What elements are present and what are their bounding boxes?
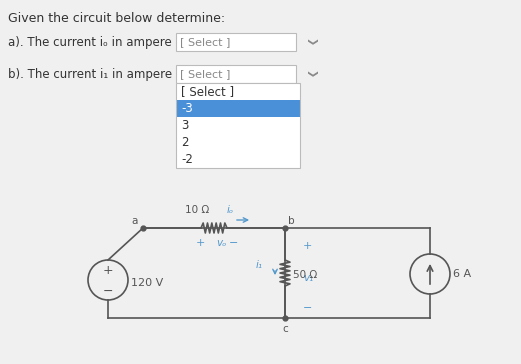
Text: −: − [229, 238, 239, 248]
FancyBboxPatch shape [176, 117, 300, 134]
FancyBboxPatch shape [176, 100, 300, 117]
Text: iₒ: iₒ [227, 205, 234, 215]
Text: 3: 3 [181, 119, 189, 132]
FancyBboxPatch shape [176, 83, 300, 100]
Text: ❯: ❯ [306, 38, 316, 46]
Text: 10 Ω: 10 Ω [185, 205, 209, 215]
Text: +: + [195, 238, 205, 248]
Text: [ Select ]: [ Select ] [180, 37, 230, 47]
Text: c: c [282, 324, 288, 334]
Text: 50 Ω: 50 Ω [293, 270, 317, 280]
Text: -2: -2 [181, 153, 193, 166]
Text: ❯: ❯ [306, 70, 316, 78]
Text: Given the circuit below determine:: Given the circuit below determine: [8, 12, 225, 25]
Text: −: − [103, 285, 113, 297]
Text: 120 V: 120 V [131, 278, 163, 288]
Text: -3: -3 [181, 102, 193, 115]
Text: i₁: i₁ [256, 260, 263, 270]
FancyBboxPatch shape [176, 151, 300, 168]
Text: +: + [303, 241, 313, 251]
Text: vₒ: vₒ [216, 238, 227, 248]
Text: a: a [132, 216, 138, 226]
Text: 2: 2 [181, 136, 189, 149]
FancyBboxPatch shape [176, 65, 296, 83]
Text: v₁: v₁ [303, 273, 313, 283]
Text: −: − [303, 303, 313, 313]
Text: a). The current iₒ in ampere: a). The current iₒ in ampere [8, 36, 172, 49]
Text: 6 A: 6 A [453, 269, 471, 279]
Text: b: b [288, 216, 294, 226]
Text: +: + [103, 265, 113, 277]
Text: [ Select ]: [ Select ] [181, 85, 234, 98]
Text: b). The current i₁ in ampere: b). The current i₁ in ampere [8, 68, 172, 81]
FancyBboxPatch shape [176, 134, 300, 151]
FancyBboxPatch shape [176, 33, 296, 51]
Text: [ Select ]: [ Select ] [180, 69, 230, 79]
